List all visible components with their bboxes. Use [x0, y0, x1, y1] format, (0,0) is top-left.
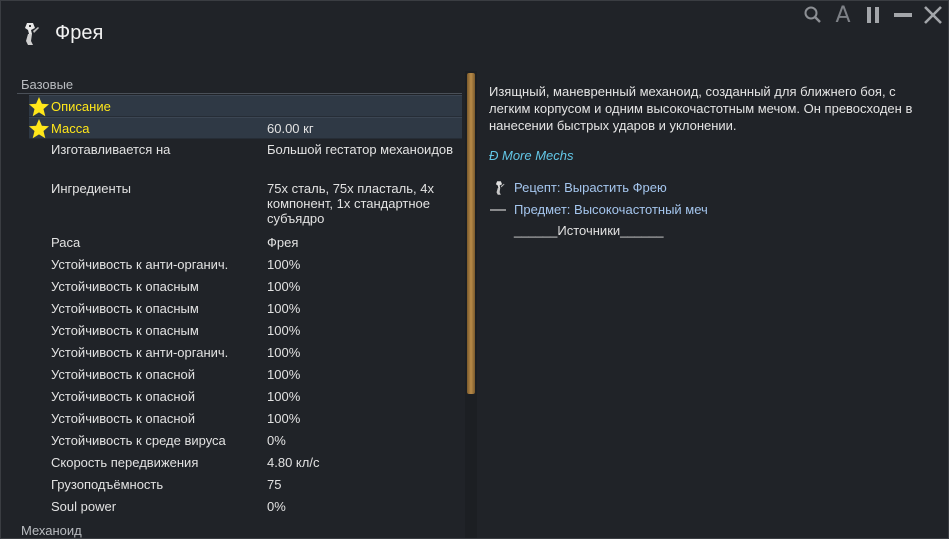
- stat-label: Устойчивость к анти-органич.: [51, 257, 229, 272]
- stat-row[interactable]: Скорость передвижения 4.80 кл/с: [29, 452, 462, 474]
- stat-row[interactable]: Описание: [29, 95, 462, 117]
- font-a-icon: A: [835, 2, 851, 28]
- stat-row[interactable]: Устойчивость к опасной 100%: [29, 408, 462, 430]
- stat-label: Устойчивость к опасным: [51, 279, 199, 294]
- stat-value: 100%: [267, 345, 301, 360]
- stat-row[interactable]: Устойчивость к опасным 100%: [29, 320, 462, 342]
- stat-value: 100%: [267, 301, 301, 316]
- stat-label: Ингредиенты: [51, 181, 131, 196]
- stat-row[interactable]: Ингредиенты 75x сталь, 75x пласталь, 4x к…: [29, 178, 462, 232]
- stat-label: Изготавливается на: [51, 142, 171, 157]
- search-icon: [804, 6, 821, 23]
- stat-row[interactable]: Изготавливается на Большой гестатор механ…: [29, 139, 462, 178]
- font-toggle-button[interactable]: A: [828, 2, 858, 28]
- stat-value: 4.80 кл/с: [267, 455, 320, 470]
- scrollbar-thumb[interactable]: [467, 73, 475, 394]
- description-panel: Изящный, маневренный механоид, созданный…: [489, 83, 929, 238]
- favorite-star-icon: [29, 119, 49, 139]
- pause-icon: [867, 7, 879, 23]
- stats-scrollbar[interactable]: [465, 71, 477, 538]
- mech-icon: [25, 23, 39, 45]
- stat-value: 100%: [267, 279, 301, 294]
- search-button[interactable]: [798, 3, 828, 27]
- stat-row[interactable]: Устойчивость к опасной 100%: [29, 386, 462, 408]
- stat-value: 75x сталь, 75x пласталь, 4x компонент, 1…: [267, 181, 434, 226]
- stat-label: Устойчивость к опасной: [51, 411, 196, 426]
- item-description: Изящный, маневренный механоид, созданный…: [489, 84, 913, 133]
- stat-label: Устойчивость к опасным: [51, 301, 199, 316]
- category-base: Базовые: [21, 77, 74, 92]
- stat-row[interactable]: Устойчивость к анти-органич. 100%: [29, 342, 462, 364]
- favorite-star-icon: [29, 97, 49, 117]
- stat-label: Скорость передвижения: [51, 455, 199, 470]
- close-button[interactable]: [918, 3, 948, 27]
- stat-value: 0%: [267, 499, 286, 514]
- stat-label: Устойчивость к опасной: [51, 367, 196, 382]
- pause-button[interactable]: [858, 3, 888, 27]
- recipe-link-text: Рецепт: Вырастить Фрею: [514, 180, 667, 195]
- stat-row[interactable]: Устойчивость к анти-органич. 100%: [29, 254, 462, 276]
- sources-header: ______Источники______: [514, 223, 664, 238]
- window-header: Фрея A: [1, 1, 948, 69]
- stat-label: Soul power: [51, 499, 117, 514]
- minimize-button[interactable]: [888, 3, 918, 27]
- stat-value: 100%: [267, 411, 301, 426]
- stat-label: Устойчивость к опасной: [51, 389, 196, 404]
- item-link-text: Предмет: Высокочастотный меч: [514, 202, 708, 217]
- stat-value: 60.00 кг: [267, 121, 314, 136]
- stat-row[interactable]: Устойчивость к среде вируса 0%: [29, 430, 462, 452]
- stat-label: Описание: [51, 99, 111, 114]
- stat-value: 0%: [267, 433, 286, 448]
- stat-label: Масса: [51, 121, 90, 136]
- window-controls: A: [798, 2, 948, 28]
- stat-row[interactable]: Устойчивость к опасным 100%: [29, 276, 462, 298]
- close-icon: [924, 6, 942, 24]
- stat-value: Фрея: [267, 235, 299, 250]
- stat-value: 100%: [267, 257, 301, 272]
- stat-value: Большой гестатор механоидов: [267, 142, 454, 157]
- stat-row[interactable]: Грузоподъёмность 75: [29, 474, 462, 496]
- stats-list[interactable]: Базовые Описание Масса 60.00 кг Изготавлива…: [1, 71, 463, 538]
- minimize-icon: [894, 13, 912, 17]
- stat-row[interactable]: Устойчивость к опасным 100%: [29, 298, 462, 320]
- stat-label: Устойчивость к анти-органич.: [51, 345, 229, 360]
- stat-row[interactable]: Раса Фрея: [29, 232, 462, 254]
- stat-row[interactable]: Soul power 0%: [29, 496, 462, 518]
- stat-label: Устойчивость к среде вируса: [51, 433, 226, 448]
- stat-label: Грузоподъёмность: [51, 477, 164, 492]
- window-title: Фрея: [55, 22, 104, 44]
- stat-row[interactable]: Масса 60.00 кг: [29, 117, 462, 139]
- stat-row[interactable]: Устойчивость к опасной 100%: [29, 364, 462, 386]
- stat-value: 100%: [267, 323, 301, 338]
- stat-label: Раса: [51, 235, 81, 250]
- category-mech: Механоид: [21, 523, 82, 538]
- stat-value: 100%: [267, 367, 301, 382]
- sword-icon: [490, 209, 506, 211]
- stat-value: 100%: [267, 389, 301, 404]
- mech-icon: [495, 181, 505, 195]
- category-divider: [17, 93, 462, 94]
- stat-label: Устойчивость к опасным: [51, 323, 199, 338]
- mod-source-name: Ð More Mechs: [489, 148, 574, 163]
- stat-value: 75: [267, 477, 282, 492]
